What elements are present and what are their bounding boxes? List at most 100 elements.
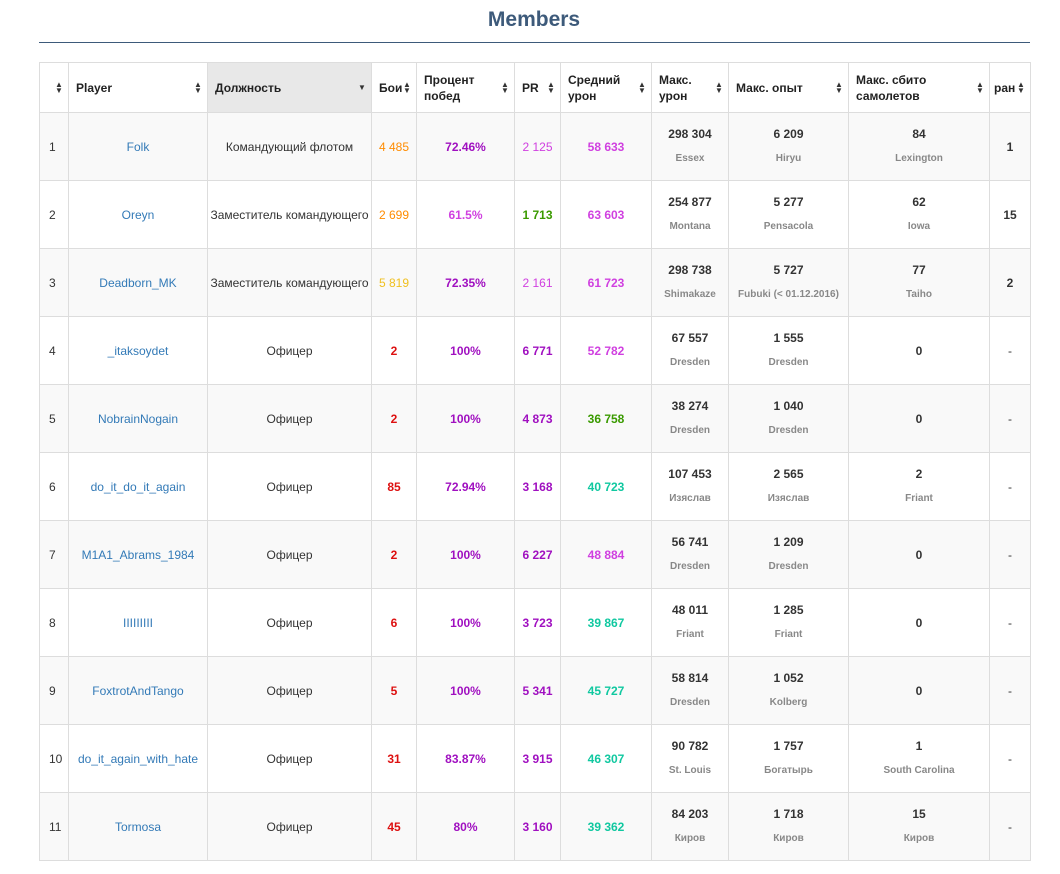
- battles-cell: 4 485: [371, 112, 417, 181]
- player-link[interactable]: IIIIIIIII: [122, 615, 153, 630]
- rank-cell: -: [989, 588, 1031, 657]
- player-cell: Deadborn_MK: [68, 248, 208, 317]
- max-damage-ship: Essex: [675, 153, 705, 164]
- avg-damage-cell: 39 867: [560, 588, 652, 657]
- max-exp-value: 5 727: [773, 263, 804, 277]
- table-row: 4 _itaksoydet Офицер 2 100% 6 771 52 782 67 557…: [39, 316, 1031, 385]
- up-down-icon: ▲ ▼: [403, 79, 411, 95]
- col-header-role[interactable]: Должность ▼: [207, 62, 372, 113]
- player-link[interactable]: _itaksoydet: [107, 343, 169, 358]
- max-damage-ship: Dresden: [669, 357, 710, 368]
- max-exp-value: 1 209: [773, 535, 804, 549]
- max-planes-ship: Friant: [905, 493, 933, 504]
- table-row: 8 IIIIIIIII Офицер 6 100% 3 723 39 867 48 011 Fr…: [39, 588, 1031, 657]
- player-link[interactable]: Deadborn_MK: [99, 275, 177, 290]
- battles-cell: 2: [371, 316, 417, 385]
- max-damage-cell: 298 304 Essex: [651, 112, 729, 181]
- battles-cell: 2 699: [371, 180, 417, 249]
- player-link[interactable]: Tormosa: [114, 819, 161, 834]
- row-number: 1: [39, 112, 69, 181]
- row-number: 10: [39, 724, 69, 793]
- pr-cell: 1 713: [514, 180, 561, 249]
- col-header-rank[interactable]: ран ▲ ▼: [989, 62, 1031, 113]
- rank-cell: 15: [989, 180, 1031, 249]
- player-link[interactable]: do_it_again_with_hate: [77, 751, 199, 766]
- player-link[interactable]: do_it_do_it_again: [90, 479, 186, 494]
- title-divider: [39, 42, 1030, 43]
- row-number: 9: [39, 656, 69, 725]
- row-number: 3: [39, 248, 69, 317]
- rank-cell: -: [989, 792, 1031, 861]
- col-header-max-exp[interactable]: Макс. опыт ▲ ▼: [728, 62, 849, 113]
- player-cell: Folk: [68, 112, 208, 181]
- col-header-avg-damage[interactable]: Средний урон ▲ ▼: [560, 62, 652, 113]
- max-planes-value: 0: [915, 615, 923, 630]
- player-link[interactable]: Oreyn: [121, 207, 155, 222]
- winrate-cell: 100%: [416, 656, 515, 725]
- max-exp-value: 6 209: [773, 127, 804, 141]
- col-header-num[interactable]: ▲ ▼: [39, 62, 69, 113]
- avg-damage-cell: 36 758: [560, 384, 652, 453]
- rank-cell: -: [989, 520, 1031, 589]
- rank-cell: -: [989, 384, 1031, 453]
- max-damage-ship: Киров: [674, 833, 706, 844]
- winrate-cell: 83.87%: [416, 724, 515, 793]
- col-header-player[interactable]: Player ▲ ▼: [68, 62, 208, 113]
- rank-cell: -: [989, 316, 1031, 385]
- role-cell: Офицер: [207, 316, 372, 385]
- avg-damage-cell: 40 723: [560, 452, 652, 521]
- max-exp-ship: Dresden: [768, 357, 809, 368]
- max-planes-value: 0: [915, 547, 923, 562]
- col-header-max-damage[interactable]: Макс. урон ▲ ▼: [651, 62, 729, 113]
- role-cell: Офицер: [207, 792, 372, 861]
- max-damage-ship: Dresden: [669, 561, 710, 572]
- col-header-battles[interactable]: Бои ▲ ▼: [371, 62, 417, 113]
- pr-cell: 3 168: [514, 452, 561, 521]
- player-link[interactable]: Folk: [126, 139, 150, 154]
- up-down-icon: ▲ ▼: [976, 79, 984, 95]
- role-cell: Заместитель командующего: [207, 248, 372, 317]
- player-link[interactable]: M1A1_Abrams_1984: [81, 547, 195, 562]
- up-down-icon: ▲ ▼: [638, 79, 646, 95]
- winrate-cell: 100%: [416, 384, 515, 453]
- battles-cell: 5: [371, 656, 417, 725]
- max-planes-value: 2: [915, 467, 923, 481]
- max-exp-cell: 1 757 Богатырь: [728, 724, 849, 793]
- rank-cell: 1: [989, 112, 1031, 181]
- col-header-winrate[interactable]: Процент побед ▲ ▼: [416, 62, 515, 113]
- max-exp-ship: Dresden: [768, 425, 809, 436]
- row-number: 2: [39, 180, 69, 249]
- max-exp-value: 1 040: [773, 399, 804, 413]
- avg-damage-cell: 61 723: [560, 248, 652, 317]
- row-number: 8: [39, 588, 69, 657]
- pr-cell: 5 341: [514, 656, 561, 725]
- role-cell: Офицер: [207, 520, 372, 589]
- col-header-max-planes[interactable]: Макс. сбито самолетов ▲ ▼: [848, 62, 990, 113]
- max-planes-value: 0: [915, 683, 923, 698]
- max-exp-value: 1 718: [773, 807, 804, 821]
- player-link[interactable]: FoxtrotAndTango: [92, 683, 184, 698]
- player-link[interactable]: NobrainNogain: [97, 411, 179, 426]
- avg-damage-cell: 63 603: [560, 180, 652, 249]
- max-exp-value: 2 565: [773, 467, 804, 481]
- rank-cell: -: [989, 724, 1031, 793]
- max-exp-ship: Изяслав: [767, 493, 810, 504]
- max-planes-cell: 15 Киров: [848, 792, 990, 861]
- player-cell: FoxtrotAndTango: [68, 656, 208, 725]
- battles-cell: 31: [371, 724, 417, 793]
- pr-cell: 3 915: [514, 724, 561, 793]
- up-down-icon: ▲ ▼: [194, 79, 202, 95]
- max-damage-value: 56 741: [671, 535, 709, 549]
- row-number: 5: [39, 384, 69, 453]
- max-exp-ship: Fubuki (< 01.12.2016): [738, 289, 839, 300]
- pr-cell: 2 125: [514, 112, 561, 181]
- player-cell: do_it_do_it_again: [68, 452, 208, 521]
- col-header-pr[interactable]: PR ▲ ▼: [514, 62, 561, 113]
- max-exp-cell: 6 209 Hiryu: [728, 112, 849, 181]
- avg-damage-cell: 39 362: [560, 792, 652, 861]
- table-row: 11 Tormosa Офицер 45 80% 3 160 39 362 84 203 Кир…: [39, 792, 1031, 861]
- max-exp-cell: 5 727 Fubuki (< 01.12.2016): [728, 248, 849, 317]
- pr-cell: 4 873: [514, 384, 561, 453]
- up-down-icon: ▲ ▼: [1017, 79, 1025, 95]
- battles-cell: 2: [371, 520, 417, 589]
